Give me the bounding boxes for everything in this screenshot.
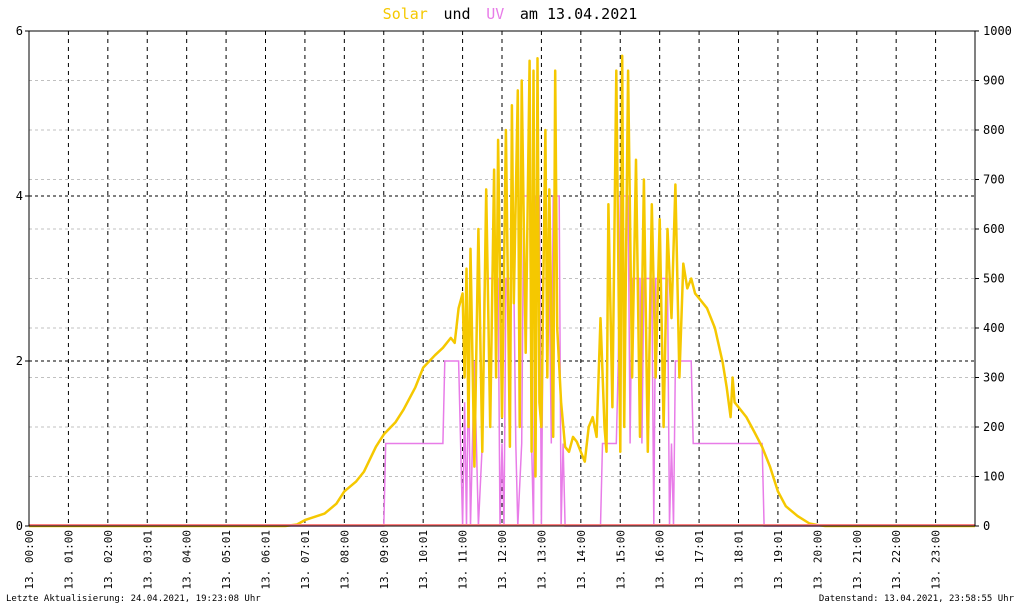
y-right-tick-7: 700 (983, 173, 1005, 187)
x-tick-0: 13. 00:00 (23, 530, 36, 590)
x-tick-19: 13. 19:01 (772, 530, 785, 590)
x-tick-16: 13. 16:00 (654, 530, 667, 590)
x-tick-7: 13. 07:01 (299, 530, 312, 590)
y-left-tick-2: 4 (16, 189, 23, 203)
series-solar-line (29, 54, 975, 528)
x-tick-9: 13. 09:00 (378, 530, 391, 590)
footer-data-status: Datenstand: 13.04.2021, 23:58:55 Uhr (819, 594, 1015, 604)
x-tick-1: 13. 01:00 (62, 530, 75, 590)
y-right-tick-4: 400 (983, 321, 1005, 335)
y-left-tick-0: 0 (16, 519, 23, 533)
x-tick-13: 13. 13:00 (535, 530, 548, 590)
x-tick-10: 13. 10:01 (417, 530, 430, 590)
x-tick-4: 13. 04:00 (181, 530, 194, 590)
tick-labels: 0 2 4 6 0 100 200 300 400 500 600 700 800 900 1000 13. … (16, 24, 1012, 590)
y-right-tick-6: 600 (983, 222, 1005, 236)
x-tick-14: 13. 14:00 (575, 530, 588, 590)
x-tick-23: 13. 23:00 (930, 530, 943, 590)
x-tick-5: 13. 05:01 (220, 530, 233, 590)
title-und: und (443, 5, 470, 23)
title-solar: Solar (383, 5, 428, 23)
title-uv: UV (486, 5, 504, 23)
title-date: am 13.04.2021 (520, 5, 637, 23)
x-tick-12: 13. 12:00 (496, 530, 509, 590)
chart-title: Solar und UV am 13.04.2021 (383, 4, 638, 23)
x-tick-11: 13. 11:00 (457, 530, 470, 590)
y-right-tick-9: 900 (983, 74, 1005, 88)
y-right-tick-3: 300 (983, 371, 1005, 385)
y-right-tick-5: 500 (983, 272, 1005, 286)
y-right-tick-0: 0 (983, 519, 990, 533)
x-tick-21: 13. 21:00 (851, 530, 864, 590)
y-right-tick-2: 200 (983, 420, 1005, 434)
x-tick-3: 13. 03:01 (141, 530, 154, 590)
series-layer (29, 54, 975, 528)
x-tick-18: 13. 18:01 (733, 530, 746, 590)
x-tick-2: 13. 02:00 (102, 530, 115, 590)
y-right-tick-10: 1000 (983, 24, 1012, 38)
x-tick-20: 13. 20:00 (811, 530, 824, 590)
x-tick-6: 13. 06:01 (260, 530, 273, 590)
y-left-tick-3: 6 (16, 24, 23, 38)
x-tick-22: 13. 22:00 (890, 530, 903, 590)
x-tick-15: 13. 15:00 (614, 530, 627, 590)
y-right-tick-1: 100 (983, 470, 1005, 484)
x-tick-17: 13. 17:01 (693, 530, 706, 590)
footer-last-update: Letzte Aktualisierung: 24.04.2021, 19:23… (6, 594, 261, 604)
y-right-tick-8: 800 (983, 123, 1005, 137)
x-tick-8: 13. 08:00 (338, 530, 351, 590)
grid (29, 31, 975, 526)
y-left-tick-1: 2 (16, 354, 23, 368)
